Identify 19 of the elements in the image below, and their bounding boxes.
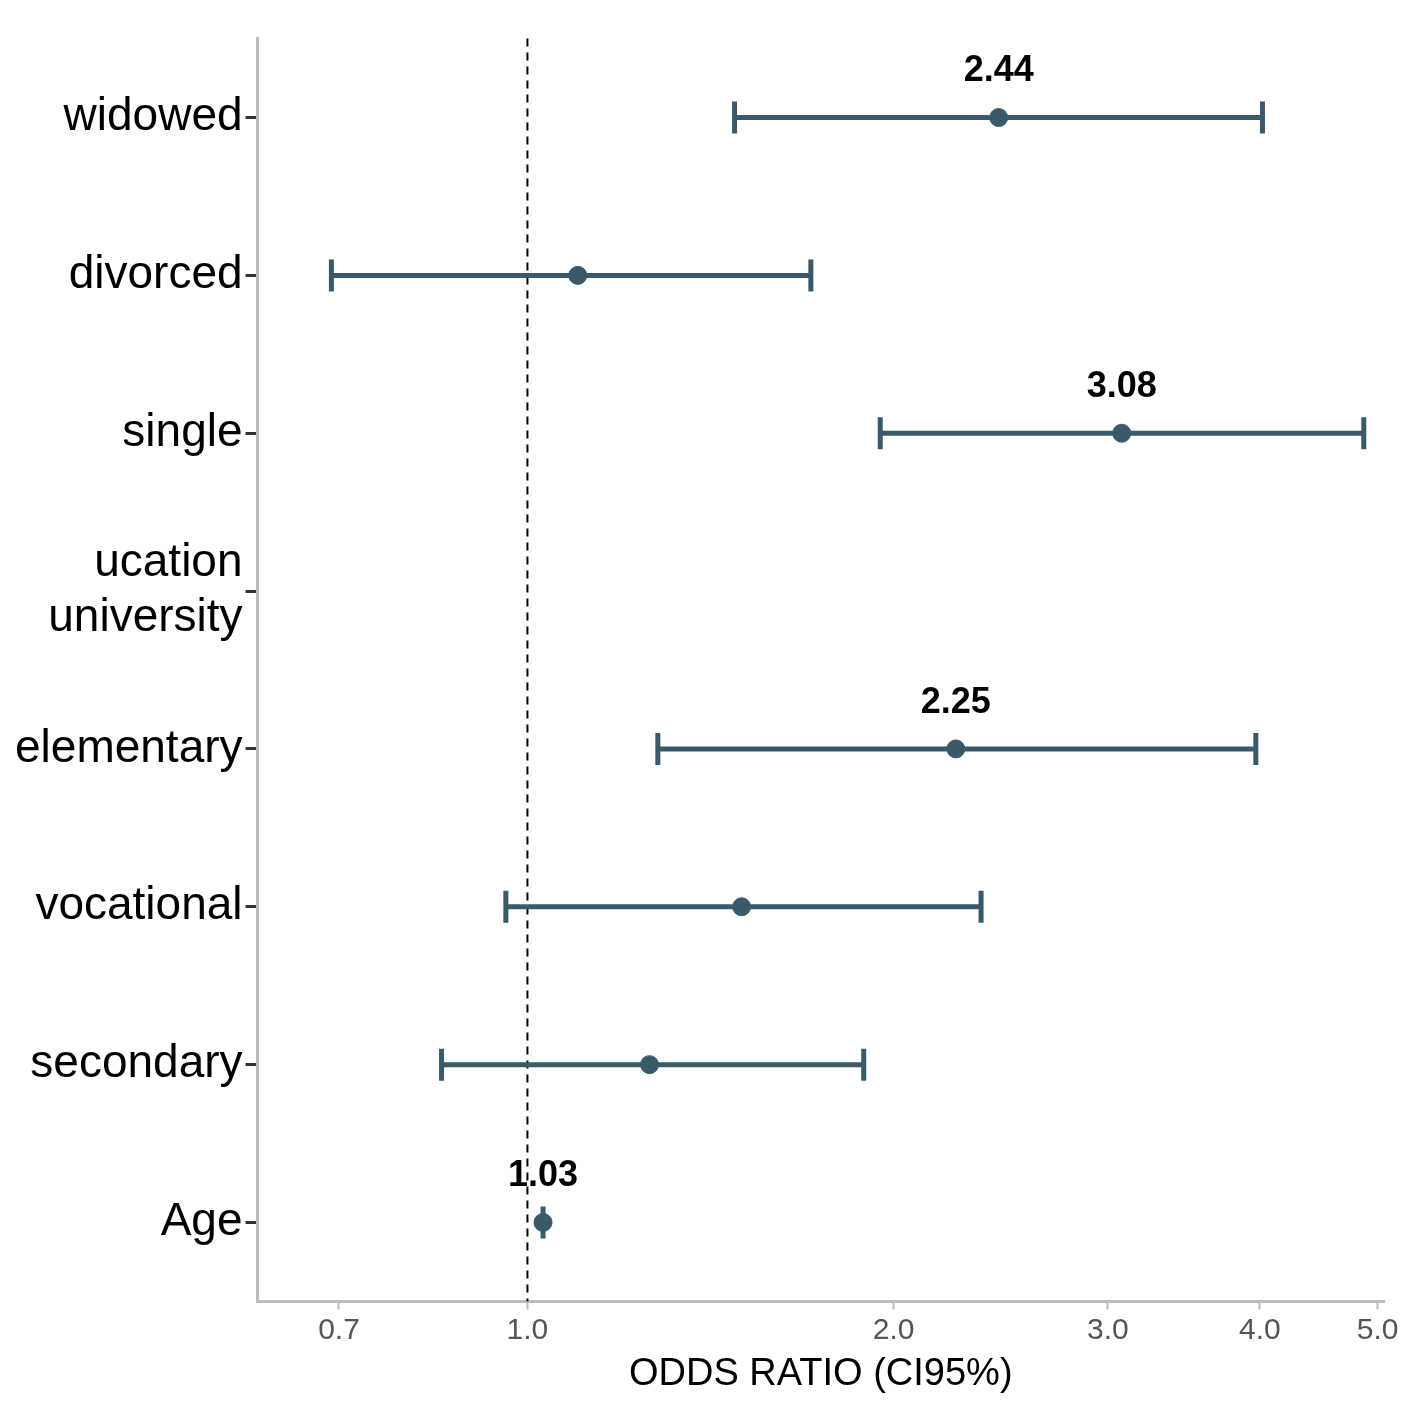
y-tick-label: single bbox=[122, 403, 243, 456]
y-tick-label: Age bbox=[160, 1193, 243, 1246]
data-label: 1.03 bbox=[508, 1153, 579, 1195]
y-tick-label: vocational bbox=[35, 877, 243, 930]
data-label: 2.44 bbox=[963, 48, 1034, 90]
x-tick-label: 5.0 bbox=[1356, 1311, 1399, 1345]
y-tick-label: widowed bbox=[62, 88, 243, 141]
x-tick-label: 0.7 bbox=[318, 1311, 360, 1345]
x-tick-label: 3.0 bbox=[1086, 1311, 1129, 1345]
x-tick-label: 4.0 bbox=[1238, 1311, 1281, 1345]
y-tick-label: ucation university bbox=[48, 534, 243, 642]
data-label: 3.08 bbox=[1086, 364, 1157, 406]
data-label: 2.25 bbox=[920, 679, 991, 721]
x-axis-title: ODDS RATIO (CI95%) bbox=[628, 1350, 1013, 1393]
y-tick-label: divorced bbox=[68, 246, 243, 299]
x-tick-label: 1.0 bbox=[506, 1311, 549, 1345]
y-tick-label: secondary bbox=[30, 1035, 243, 1088]
x-tick-label: 2.0 bbox=[872, 1311, 915, 1345]
y-tick-label: elementary bbox=[14, 719, 243, 772]
